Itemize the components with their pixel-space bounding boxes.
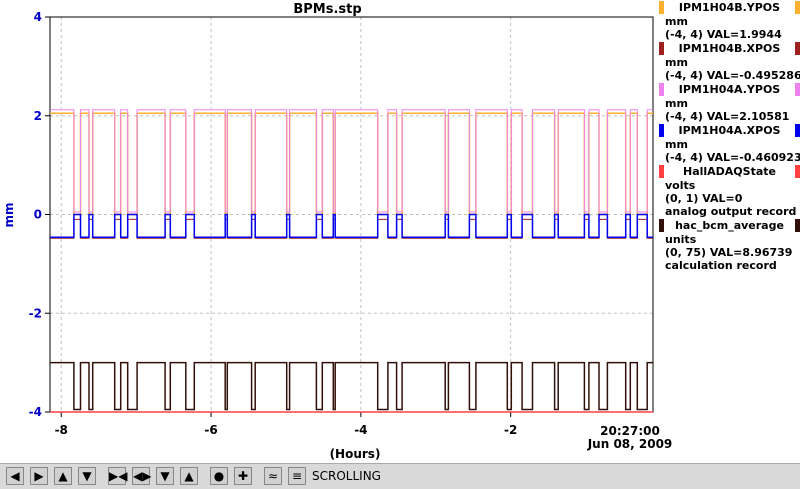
legend-range: (-4, 4) VAL=-0.495286 [665, 69, 800, 82]
legend-range: (0, 1) VAL=0 [665, 192, 743, 205]
arrow-left-icon: ◀ [10, 469, 20, 483]
time-date: Jun 08, 2009 [587, 437, 673, 451]
legend-unit: mm [665, 56, 688, 69]
x-tick-label: -8 [55, 423, 68, 437]
zoom-in-x-icon: ▶◀ [109, 469, 128, 483]
chart-title: BPMs.stp [293, 2, 362, 17]
y-tick-label: -2 [29, 306, 42, 320]
autoscale-button[interactable]: ● [210, 467, 228, 485]
legend-note: calculation record [665, 259, 777, 272]
legend: IPM1H04B.YPOS mm (-4, 4) VAL=1.9944 IPM1H04… [659, 0, 800, 272]
legend-range: (-4, 4) VAL=2.10581 [665, 110, 790, 123]
legend-unit: mm [665, 138, 688, 151]
arrow-down-icon: ▼ [82, 469, 92, 483]
series-IPM1H04A-YPOS [50, 109, 653, 213]
plot-area[interactable]: 4 2 0 -2 -4 -8 -6 -4 -2 [0, 0, 660, 463]
plus-icon: ✚ [237, 469, 249, 483]
legend-label[interactable]: IPM1H04A.YPOS [659, 83, 800, 96]
legend-note: analog output record [665, 205, 797, 218]
legend-range: (-4, 4) VAL=-0.460923 [665, 151, 800, 164]
pan-up-button[interactable]: ▲ [54, 467, 72, 485]
legend-entry[interactable]: IPM1H04A.YPOS mm (-4, 4) VAL=2.10581 [659, 83, 800, 123]
x-tick-label: -2 [504, 423, 517, 437]
zoom-out-x-icon: ◀▶ [133, 469, 152, 483]
zoom-in-y-button[interactable]: ▼ [156, 467, 174, 485]
x-axis-label: (Hours) [329, 447, 381, 461]
legend-label[interactable]: IPM1H04B.XPOS [659, 42, 800, 55]
zoom-in-x-button[interactable]: ▶◀ [108, 467, 128, 485]
legend-label[interactable]: hac_bcm_average [659, 219, 800, 232]
pan-right-button[interactable]: ▶ [30, 467, 48, 485]
legend-unit: units [665, 233, 697, 246]
legend-entry[interactable]: IPM1H04A.XPOS mm (-4, 4) VAL=-0.460923 [659, 124, 800, 164]
lines-icon: ≡ [291, 469, 303, 483]
legend-unit: mm [665, 97, 688, 110]
legend-label[interactable]: IPM1H04A.XPOS [659, 124, 800, 137]
x-tick-label: -6 [204, 423, 217, 437]
legend-unit: volts [665, 179, 696, 192]
y-tick-label: 0 [34, 208, 42, 222]
pan-down-button[interactable]: ▼ [78, 467, 96, 485]
legend-label[interactable]: IPM1H04B.YPOS [659, 1, 800, 14]
print-button[interactable]: ≈ [264, 467, 282, 485]
legend-unit: mm [665, 15, 688, 28]
arrow-right-icon: ▶ [34, 469, 44, 483]
graph-icon: ≈ [267, 469, 279, 483]
scroll-status: SCROLLING [312, 469, 381, 483]
arrow-up-icon: ▲ [58, 469, 68, 483]
series-IPM1H04B-YPOS [50, 112, 653, 216]
series-IPM1H04A-XPOS [50, 213, 653, 238]
zoom-out-y-icon: ▲ [184, 469, 194, 483]
legend-range: (0, 75) VAL=8.96739 [665, 246, 793, 259]
circle-icon: ● [213, 469, 225, 483]
y-tick-label: -4 [29, 405, 42, 419]
legend-label[interactable]: HallADAQState [659, 165, 800, 178]
legend-range: (-4, 4) VAL=1.9944 [665, 28, 782, 41]
legend-entry[interactable]: HallADAQState volts (0, 1) VAL=0 analog out… [659, 165, 800, 218]
zoom-out-y-button[interactable]: ▲ [180, 467, 198, 485]
zoom-out-x-button[interactable]: ◀▶ [132, 467, 152, 485]
crosshair-button[interactable]: ✚ [234, 467, 252, 485]
legend-entry[interactable]: hac_bcm_average units (0, 75) VAL=8.96739 c… [659, 219, 800, 272]
toolbar: ◀ ▶ ▲ ▼ ▶◀ ◀▶ ▼ ▲ ● ✚ ≈ ≡ SCROLLING [0, 463, 800, 489]
y-axis-label: mm [2, 202, 16, 228]
y-tick-label: 4 [34, 10, 42, 24]
series-IPM1H04B-XPOS [50, 218, 653, 239]
x-tick-label: -4 [354, 423, 367, 437]
time-clock: 20:27:00 [600, 424, 660, 438]
zoom-in-y-icon: ▼ [160, 469, 170, 483]
legend-entry[interactable]: IPM1H04B.YPOS mm (-4, 4) VAL=1.9944 [659, 1, 800, 41]
style-button[interactable]: ≡ [288, 467, 306, 485]
pan-left-button[interactable]: ◀ [6, 467, 24, 485]
y-tick-label: 2 [34, 109, 42, 123]
series-hac_bcm_average [50, 361, 653, 411]
legend-entry[interactable]: IPM1H04B.XPOS mm (-4, 4) VAL=-0.495286 [659, 42, 800, 82]
